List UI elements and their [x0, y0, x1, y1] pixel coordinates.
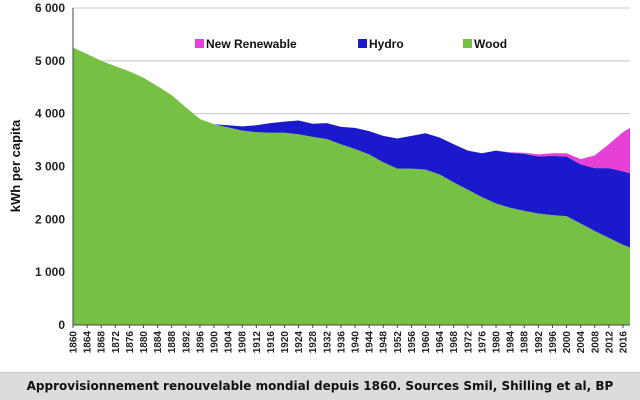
x-tick-label-1944: 1944: [365, 331, 376, 354]
y-tick-label-4000: 4 000: [35, 107, 65, 121]
x-tick-label-1932: 1932: [322, 331, 333, 354]
x-tick-label-1980: 1980: [492, 331, 503, 354]
y-axis-label: kWh per capita: [8, 119, 23, 212]
legend-swatch-wood: [463, 39, 472, 48]
x-tick-label-1936: 1936: [336, 331, 347, 354]
x-tick-label-1880: 1880: [139, 331, 150, 354]
y-tick-label-1000: 1 000: [35, 265, 65, 279]
x-tick-label-2004: 2004: [576, 331, 587, 354]
x-tick-label-1876: 1876: [125, 331, 136, 354]
area-hydro: [73, 47, 630, 248]
axes: [72, 8, 630, 328]
x-tick-label-1976: 1976: [477, 331, 488, 354]
x-tick-label-1996: 1996: [548, 331, 559, 354]
x-tick-label-1956: 1956: [407, 331, 418, 354]
y-tick-label-0: 0: [58, 318, 65, 332]
y-tick-label-6000: 6 000: [35, 1, 65, 15]
area-wood: [73, 47, 630, 325]
x-tick-labels: 1860 1864 1868 1872 1876 1880 1884 1888 1892 1896…: [69, 331, 630, 354]
x-tick-label-1952: 1952: [393, 331, 404, 354]
x-tick-label-1912: 1912: [252, 331, 263, 354]
legend-label-new-renewable: New Renewable: [206, 37, 297, 51]
x-tick-label-2000: 2000: [562, 331, 573, 354]
x-tick-label-1920: 1920: [280, 331, 291, 354]
x-tick-label-1864: 1864: [83, 331, 94, 354]
legend-label-wood: Wood: [474, 37, 507, 51]
x-tick-label-1888: 1888: [167, 331, 178, 354]
x-tick-label-1872: 1872: [111, 331, 122, 354]
x-tick-label-1968: 1968: [449, 331, 460, 354]
x-tick-label-1892: 1892: [181, 331, 192, 354]
legend-swatch-new-renewable: [195, 39, 204, 48]
legend: New Renewable Hydro Wood: [195, 37, 507, 51]
x-tick-label-1972: 1972: [463, 331, 474, 354]
x-tick-label-1904: 1904: [224, 331, 235, 354]
y-tick-labels: 0 1 000 2 000 3 000 4 000 5 000 6 000: [35, 1, 65, 332]
figure-caption: Approvisionnement renouvelable mondial d…: [0, 372, 640, 400]
x-tick-label-1908: 1908: [238, 331, 249, 354]
x-tick-label-1964: 1964: [435, 331, 446, 354]
y-tick-label-3000: 3 000: [35, 160, 65, 174]
x-tick-label-1948: 1948: [379, 331, 390, 354]
x-tick-label-1900: 1900: [210, 331, 221, 354]
x-tick-label-2008: 2008: [590, 331, 601, 354]
area-new-renewable: [73, 47, 630, 174]
x-tick-label-1860: 1860: [69, 331, 80, 354]
x-tick-label-1916: 1916: [266, 331, 277, 354]
x-tick-label-1984: 1984: [506, 331, 517, 354]
x-tick-label-1884: 1884: [153, 331, 164, 354]
x-tick-label-1868: 1868: [97, 331, 108, 354]
legend-swatch-hydro: [358, 39, 367, 48]
x-tick-label-1928: 1928: [308, 331, 319, 354]
x-tick-label-1896: 1896: [195, 331, 206, 354]
x-tick-label-1960: 1960: [421, 331, 432, 354]
legend-label-hydro: Hydro: [369, 37, 404, 51]
x-tick-label-1924: 1924: [294, 331, 305, 354]
y-tick-label-2000: 2 000: [35, 212, 65, 226]
stacked-area-chart: 0 1 000 2 000 3 000 4 000 5 000 6 000 1860 1864…: [8, 1, 630, 354]
x-tick-label-1940: 1940: [351, 331, 362, 354]
y-tick-label-5000: 5 000: [35, 54, 65, 68]
x-tick-label-2016: 2016: [618, 331, 629, 354]
area-series: [73, 47, 630, 325]
x-tick-label-2012: 2012: [604, 331, 615, 354]
x-tick-label-1988: 1988: [520, 331, 531, 354]
x-tick-label-1992: 1992: [534, 331, 545, 354]
